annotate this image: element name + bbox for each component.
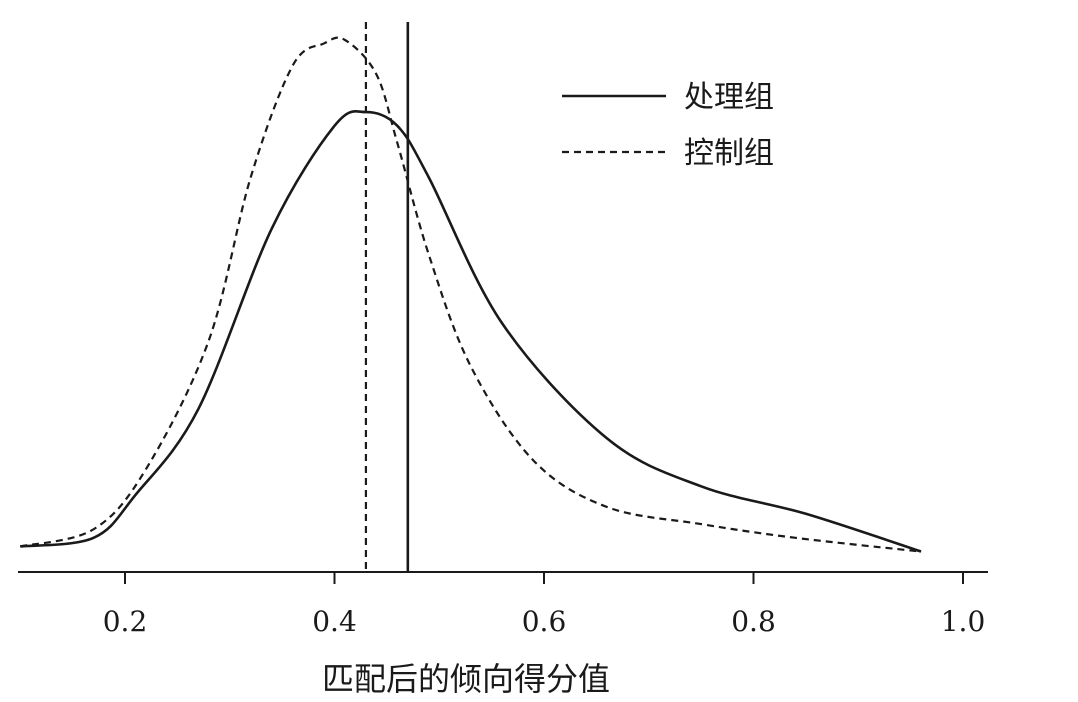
x-tick-label: 0.4 <box>312 605 357 638</box>
x-axis-ticks <box>124 572 964 584</box>
legend: 处理组 控制组 <box>562 80 774 171</box>
legend-label-control: 控制组 <box>684 136 774 171</box>
mean-lines <box>364 22 410 572</box>
x-tick-label: 0.2 <box>103 605 148 638</box>
x-tick-label: 0.8 <box>731 605 776 638</box>
series-line-control <box>19 36 922 553</box>
series-line-treatment <box>20 110 922 553</box>
x-tick-label: 0.6 <box>522 605 567 638</box>
x-axis-tick-labels: 0.2 0.4 0.6 0.8 1.0 <box>103 605 986 638</box>
legend-label-treatment: 处理组 <box>684 80 774 115</box>
x-tick-label: 1.0 <box>941 605 986 638</box>
x-axis-title: 匹配后的倾向得分值 <box>322 660 610 698</box>
density-curves <box>19 36 922 553</box>
